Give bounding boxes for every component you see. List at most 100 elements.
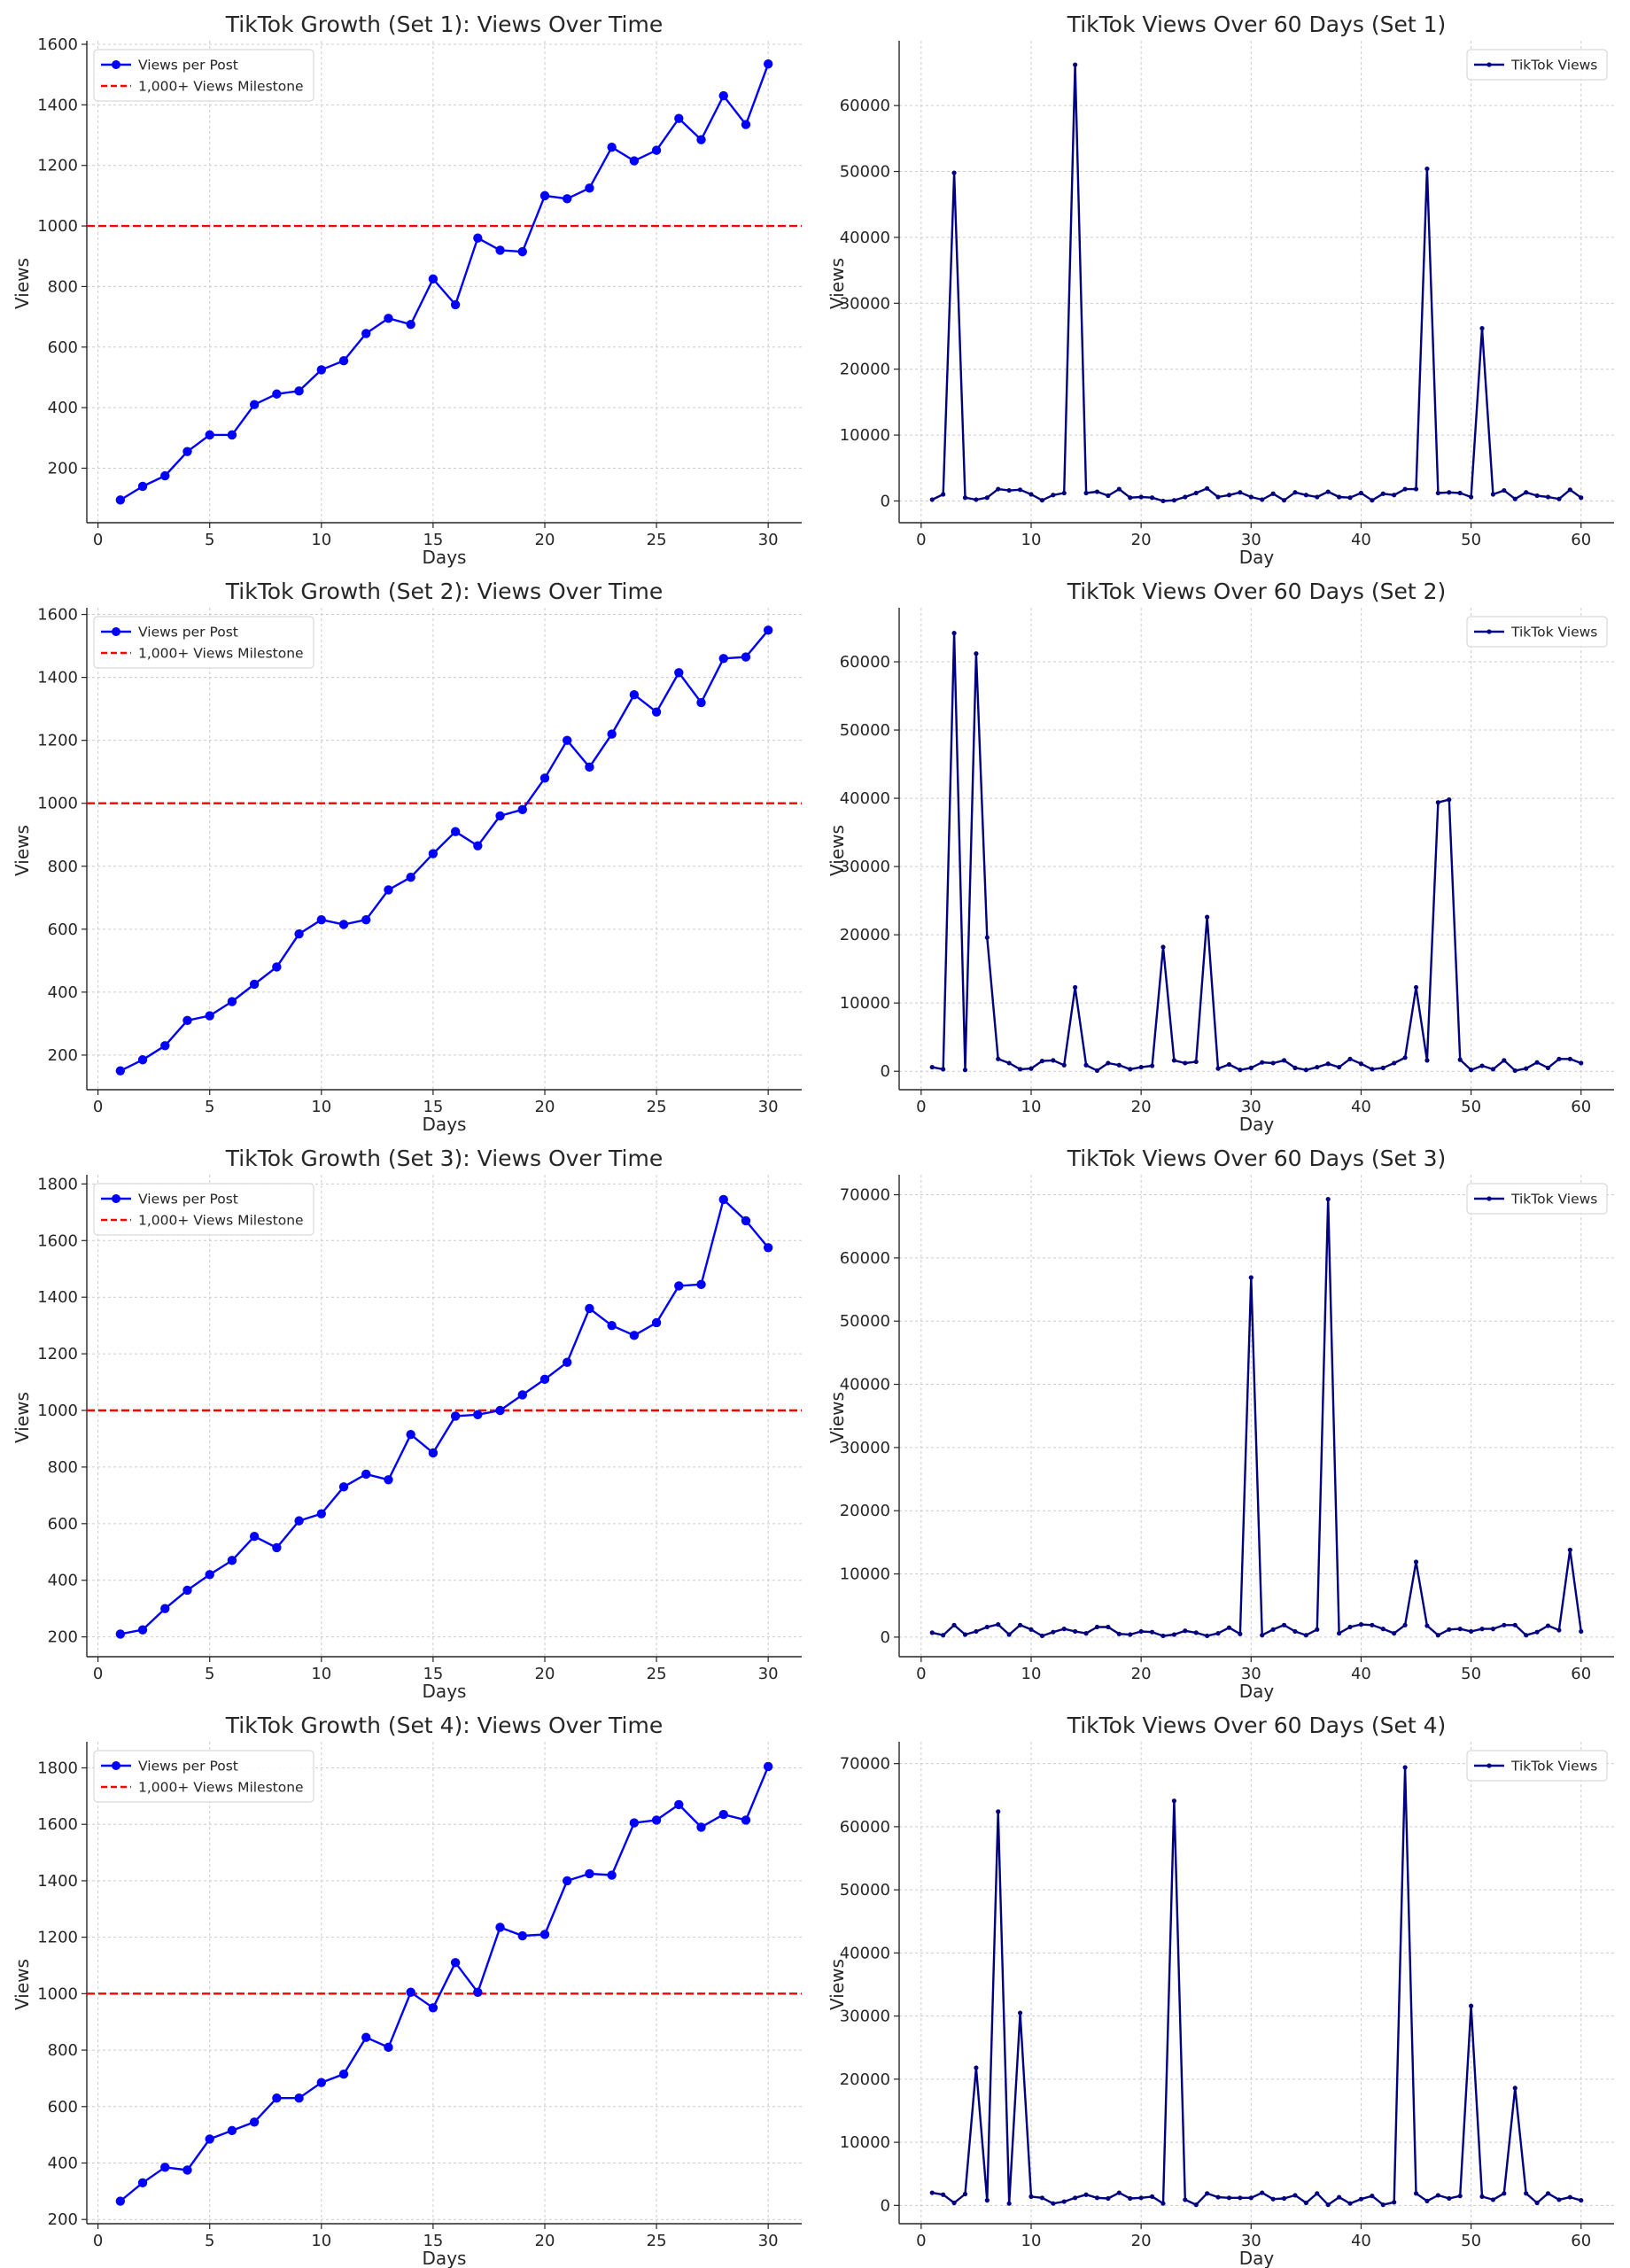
y-axis-label: Views <box>827 1959 848 2010</box>
data-point <box>629 1331 640 1340</box>
y-tick-label: 60000 <box>840 1818 890 1837</box>
data-point <box>1281 498 1287 503</box>
x-axis-label: Days <box>423 2248 467 2268</box>
data-point <box>1512 2085 1517 2091</box>
series-points <box>929 62 1584 504</box>
x-tick-label: 20 <box>1131 2232 1152 2250</box>
y-tick-label: 50000 <box>840 163 890 182</box>
data-point <box>517 804 527 815</box>
legend-marker <box>112 60 120 69</box>
legend: TikTok Views <box>1466 49 1608 81</box>
x-tick-label: 0 <box>916 1098 926 1116</box>
series-line <box>931 632 1582 1072</box>
data-point <box>1260 1633 1265 1638</box>
data-point <box>951 631 957 636</box>
grid-lines <box>87 608 802 1090</box>
chart-panel-1: 0 5 10 15 20 25 30 200 400 600 800 1000 1200 1400 1600… <box>0 0 815 568</box>
data-point <box>1138 2195 1144 2201</box>
x-tick-label: 20 <box>535 2232 555 2250</box>
chart-svg-2: 0 10 20 30 40 50 60 0 10000 20000 30000 40000 50000 6… <box>827 12 1614 568</box>
y-tick-label: 1400 <box>37 1872 78 1891</box>
data-point <box>1028 2194 1034 2199</box>
data-point <box>1490 1627 1496 1632</box>
chart-svg-5: 0 5 10 15 20 25 30 200 400 600 800 1000 1200 1400 1600… <box>12 1146 802 1702</box>
data-point <box>1337 1064 1342 1070</box>
data-point <box>115 495 126 505</box>
data-point <box>1061 2199 1067 2204</box>
x-tick-label: 10 <box>1021 531 1042 549</box>
data-point <box>563 735 572 745</box>
data-point <box>1116 486 1122 492</box>
data-point <box>1524 490 1529 495</box>
data-point <box>1370 498 1375 503</box>
data-point <box>227 997 237 1006</box>
y-tick-label: 20000 <box>840 1502 890 1520</box>
data-point <box>962 1632 968 1637</box>
data-point <box>1260 2190 1265 2195</box>
data-point <box>182 1015 192 1026</box>
data-point <box>951 1622 957 1627</box>
data-point <box>1094 489 1100 494</box>
legend-box <box>93 49 314 102</box>
data-point <box>1292 490 1298 495</box>
x-tick-label: 50 <box>1461 1665 1481 1683</box>
data-point <box>137 481 148 492</box>
data-point <box>1457 1627 1463 1632</box>
data-point <box>316 1509 326 1518</box>
data-point <box>205 430 214 440</box>
data-point <box>1579 495 1584 501</box>
data-point <box>160 1604 170 1613</box>
y-tick-label: 50000 <box>840 1881 890 1899</box>
data-point <box>495 811 505 821</box>
data-point <box>316 365 326 375</box>
x-tick-label: 0 <box>93 531 103 549</box>
x-tick-label: 10 <box>1021 1098 1042 1116</box>
data-point <box>1138 1628 1144 1635</box>
x-tick-label: 10 <box>311 1098 331 1116</box>
x-tick-label: 40 <box>1351 1665 1371 1683</box>
data-point <box>1315 1627 1320 1632</box>
x-tick-label: 30 <box>758 1098 779 1116</box>
y-axis-label: Views <box>827 258 848 309</box>
data-point <box>1413 1559 1419 1565</box>
x-tick-label: 15 <box>423 1665 443 1683</box>
data-point <box>1270 1627 1276 1632</box>
data-point <box>1193 1630 1199 1635</box>
data-point <box>718 1194 728 1205</box>
y-tick-label: 400 <box>48 1572 78 1590</box>
data-point <box>1502 1622 1507 1627</box>
data-point <box>428 2003 439 2013</box>
data-point <box>1325 1196 1331 1202</box>
grid-lines <box>899 1742 1614 2224</box>
data-point <box>316 2078 326 2087</box>
data-point <box>1380 1065 1386 1070</box>
x-tick-label: 60 <box>1571 1665 1591 1683</box>
data-point <box>1281 2195 1287 2202</box>
data-point <box>1128 2195 1133 2202</box>
data-point <box>182 447 192 456</box>
legend: TikTok Views <box>1466 616 1608 648</box>
data-point <box>1392 2200 1397 2205</box>
legend-label: TikTok Views <box>1510 58 1597 74</box>
x-tick-label: 15 <box>423 1098 443 1116</box>
data-point <box>1435 2193 1440 2198</box>
data-point <box>1094 1068 1100 1074</box>
x-tick-label: 0 <box>93 2232 103 2250</box>
y-tick-label: 10000 <box>840 2133 890 2152</box>
data-point <box>763 625 773 635</box>
data-point <box>1424 1623 1430 1628</box>
legend-box <box>1466 49 1608 81</box>
data-point <box>1315 494 1320 500</box>
data-point <box>473 841 483 850</box>
data-point <box>1094 1624 1100 1630</box>
x-tick-label: 10 <box>311 2232 331 2250</box>
data-point <box>1380 491 1386 496</box>
y-tick-label: 1200 <box>37 1345 78 1363</box>
data-point <box>1534 493 1540 499</box>
chart-panel-2: 0 10 20 30 40 50 60 0 10000 20000 30000 40000 50000 6… <box>815 0 1630 568</box>
data-point <box>718 90 728 101</box>
grid-lines <box>87 41 802 523</box>
data-point <box>1502 1058 1507 1063</box>
data-point <box>1512 1622 1517 1627</box>
y-tick-label: 1000 <box>37 217 78 236</box>
